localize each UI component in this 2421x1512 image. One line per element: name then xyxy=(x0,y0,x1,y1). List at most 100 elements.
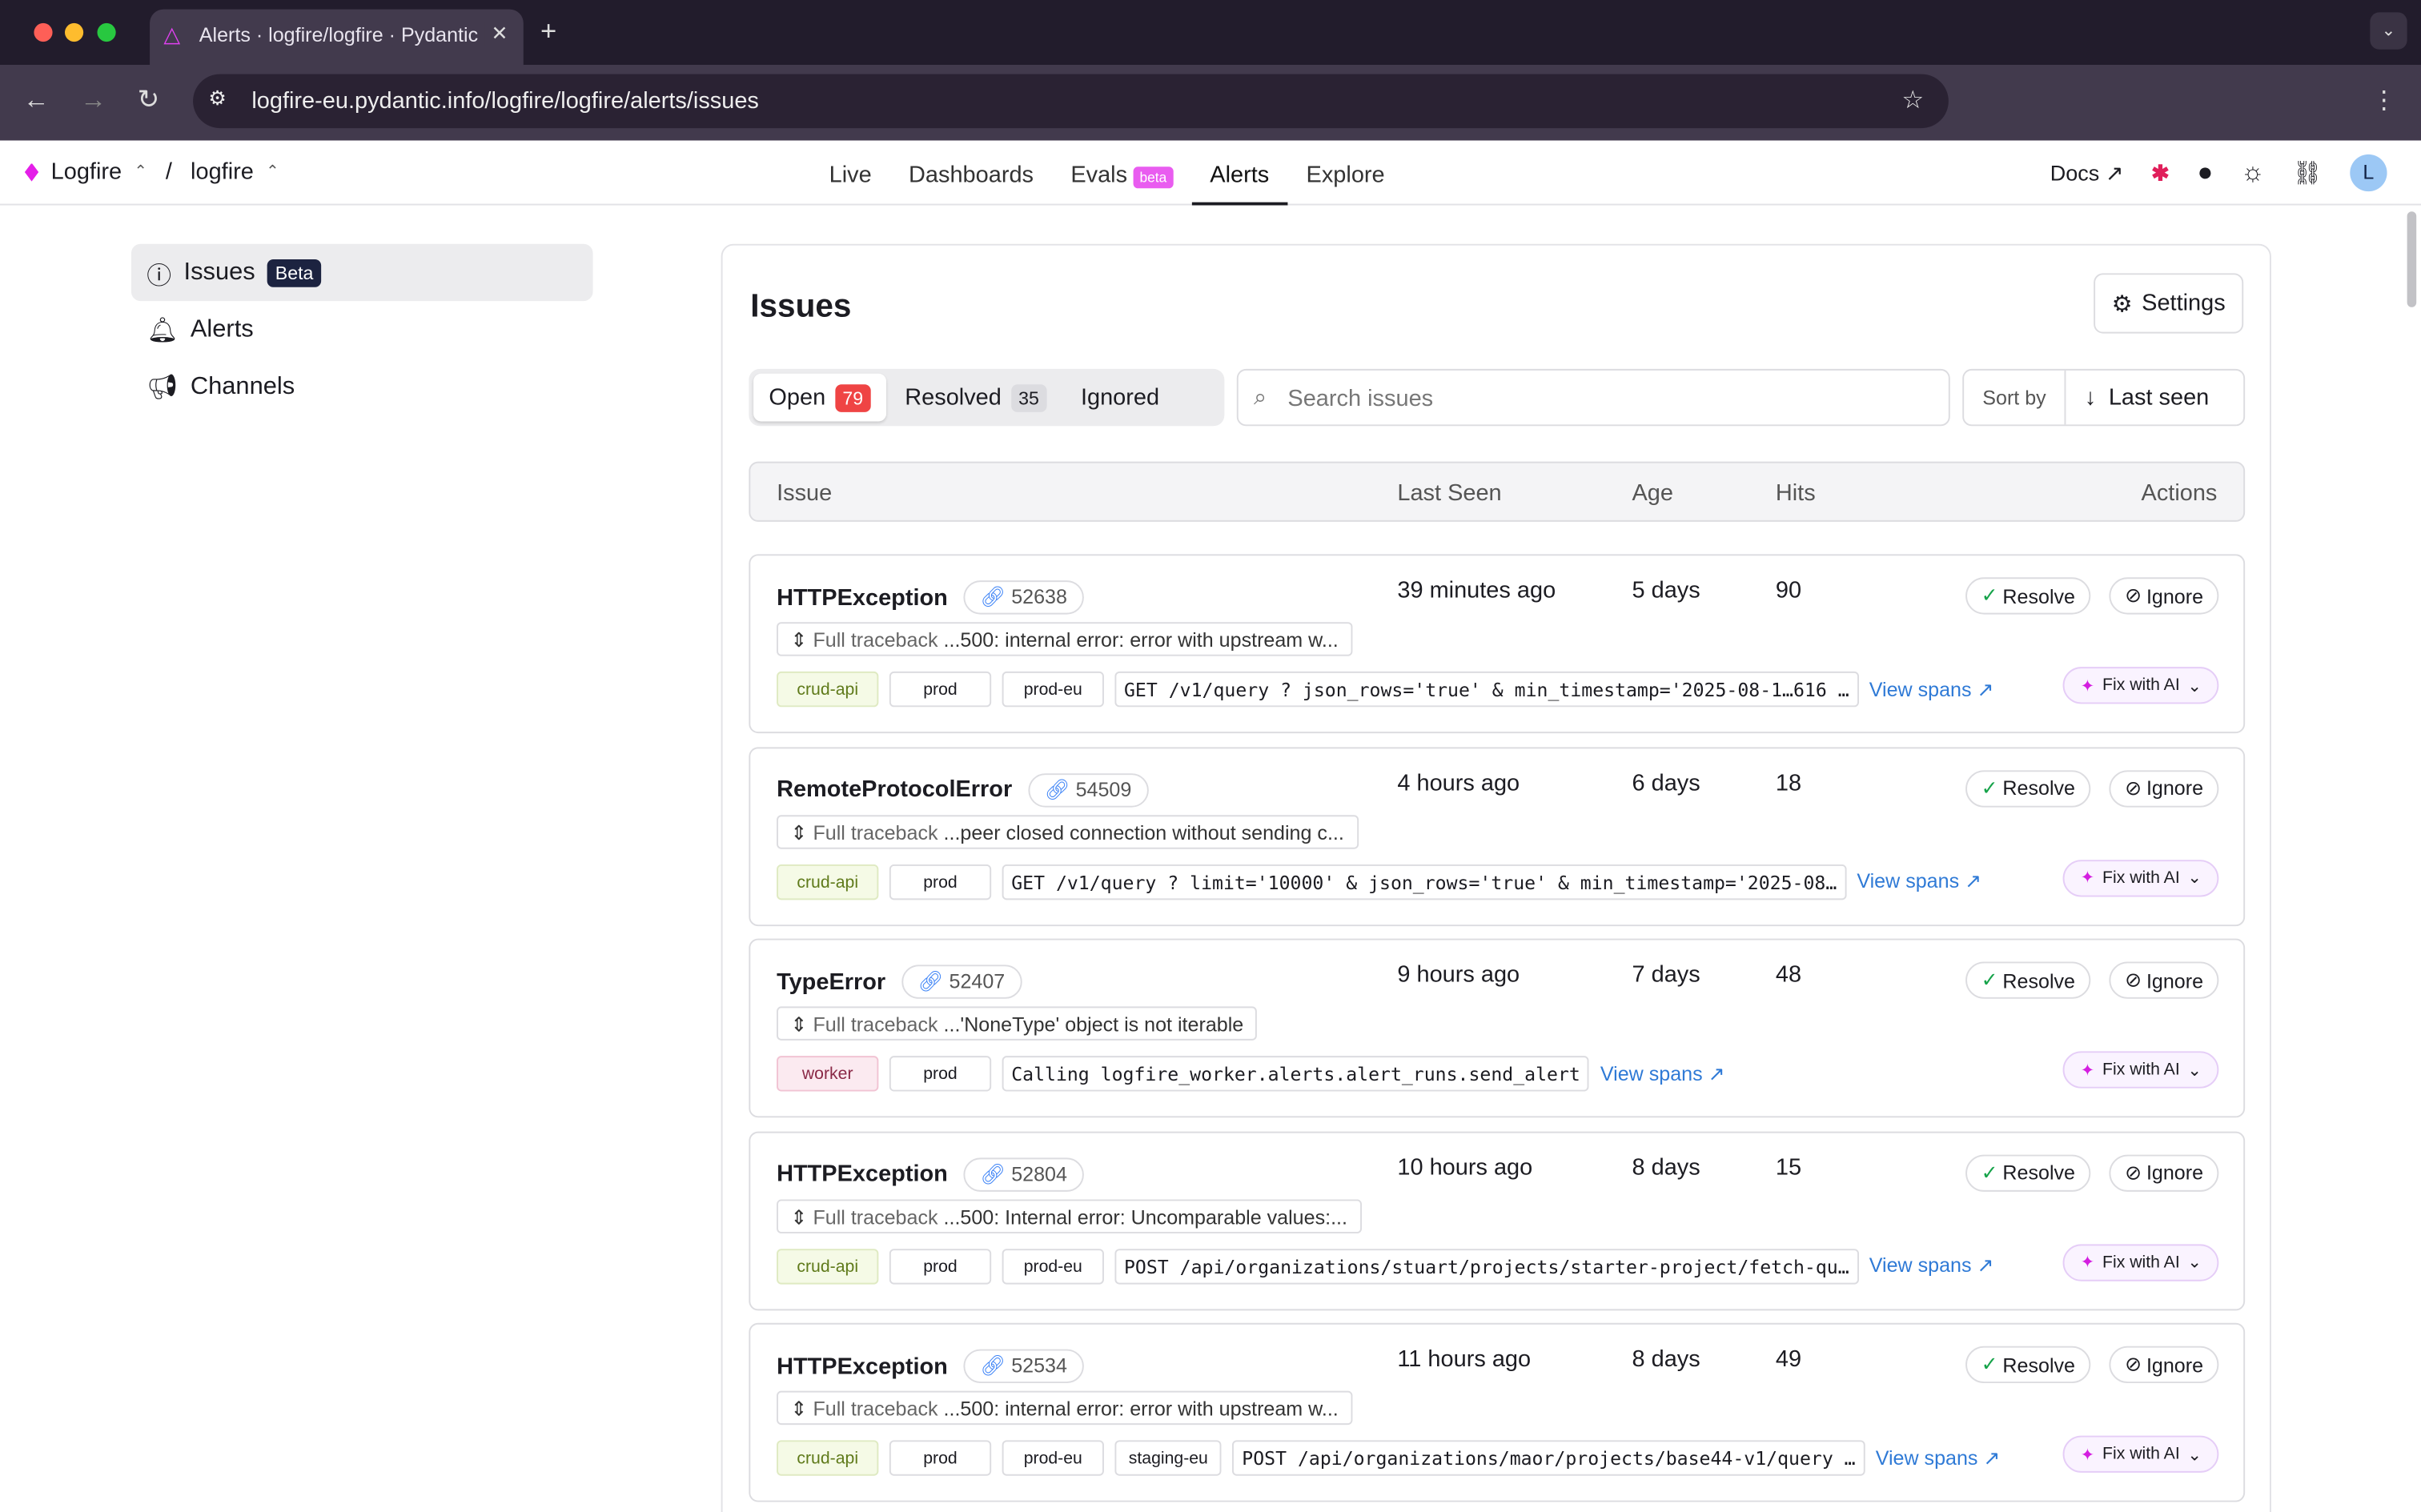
sidebar-item-issues[interactable]: ⓘ Issues Beta xyxy=(130,243,593,302)
tag[interactable]: worker xyxy=(777,1056,879,1092)
issue-name[interactable]: RemoteProtocolError xyxy=(777,776,1013,803)
traceback-toggle[interactable]: ⇕ Full traceback ...peer closed connecti… xyxy=(777,814,1359,848)
tab-open[interactable]: Open 79 xyxy=(753,373,887,422)
last-seen: 39 minutes ago xyxy=(1397,577,1556,604)
issue-row[interactable]: RemoteProtocolError 🔗︎ 54509 ⇕ Full trace… xyxy=(749,746,2246,926)
nav-dashboards[interactable]: Dashboards xyxy=(909,162,1034,189)
ignore-button[interactable]: ⊘ Ignore xyxy=(2109,769,2219,807)
address-bar[interactable]: ⚙ logfire-eu.pydantic.info/logfire/logfir… xyxy=(193,74,1949,129)
resolve-button[interactable]: ✓ Resolve xyxy=(1965,961,2091,999)
maximize-window-button[interactable] xyxy=(97,22,116,42)
github-icon[interactable]: ● xyxy=(2197,157,2214,187)
col-hits[interactable]: Hits xyxy=(1775,479,1816,507)
fix-with-ai-button[interactable]: ✦ Fix with AI ⌄ xyxy=(2063,1051,2219,1089)
tag[interactable]: crud-api xyxy=(777,1248,879,1284)
hits: 90 xyxy=(1775,577,1802,604)
issue-row[interactable]: TypeError 🔗︎ 52407 ⇕ Full traceback ...'N… xyxy=(749,938,2246,1118)
tag[interactable]: prod-eu xyxy=(1002,671,1104,708)
avatar[interactable]: L xyxy=(2350,154,2387,192)
ignore-button[interactable]: ⊘ Ignore xyxy=(2109,1346,2219,1383)
issue-name[interactable]: TypeError xyxy=(777,969,886,995)
traceback-toggle[interactable]: ⇕ Full traceback ...500: Internal error:… xyxy=(777,1198,1362,1233)
tag[interactable]: staging-eu xyxy=(1114,1440,1223,1476)
fix-with-ai-button[interactable]: ✦ Fix with AI ⌄ xyxy=(2063,667,2219,704)
view-spans-link[interactable]: View spans ↗ xyxy=(1869,1253,1994,1277)
theme-toggle-sun-icon[interactable]: ☼ xyxy=(2241,157,2266,187)
issue-id-link[interactable]: 🔗︎ 52638 xyxy=(963,580,1085,615)
close-tab-icon[interactable]: ✕ xyxy=(484,21,508,46)
traceback-toggle[interactable]: ⇕ Full traceback ...500: internal error:… xyxy=(777,622,1353,656)
issue-id-link[interactable]: 🔗︎ 52407 xyxy=(901,965,1022,999)
minimize-window-button[interactable] xyxy=(64,22,84,42)
project-switcher[interactable]: logfire xyxy=(191,158,254,186)
fix-with-ai-button[interactable]: ✦ Fix with AI ⌄ xyxy=(2063,859,2219,896)
resolve-button[interactable]: ✓ Resolve xyxy=(1965,769,2091,807)
sort-select[interactable]: ↓ Last seen xyxy=(2066,371,2228,424)
link-icon[interactable]: ⛓ xyxy=(2292,160,2323,187)
new-tab-icon[interactable]: + xyxy=(540,15,557,46)
ignore-button[interactable]: ⊘ Ignore xyxy=(2109,1153,2219,1191)
fix-with-ai-button[interactable]: ✦ Fix with AI ⌄ xyxy=(2063,1435,2219,1473)
nav-alerts[interactable]: Alerts xyxy=(1191,140,1288,206)
nav-explore[interactable]: Explore xyxy=(1306,162,1385,189)
close-window-button[interactable] xyxy=(34,22,53,42)
view-spans-link[interactable]: View spans ↗ xyxy=(1857,868,1982,892)
issue-row[interactable]: HTTPException 🔗︎ 52804 ⇕ Full traceback .… xyxy=(749,1130,2246,1310)
forward-icon[interactable]: → xyxy=(80,85,107,114)
settings-button[interactable]: ⚙ Settings xyxy=(2094,273,2244,334)
tab-search-button[interactable]: ⌄ xyxy=(2370,12,2407,50)
tab-ignored[interactable]: Ignored xyxy=(1066,374,1175,422)
scrollbar[interactable] xyxy=(2407,211,2417,307)
tag[interactable]: prod xyxy=(889,864,992,900)
resolve-button[interactable]: ✓ Resolve xyxy=(1965,1153,2091,1191)
search-input[interactable]: ⌕ Search issues xyxy=(1236,368,1950,427)
ignore-button[interactable]: ⊘ Ignore xyxy=(2109,577,2219,615)
view-spans-link[interactable]: View spans ↗ xyxy=(1869,676,1994,700)
traceback-toggle[interactable]: ⇕ Full traceback ...'NoneType' object is… xyxy=(777,1006,1258,1041)
issue-id-link[interactable]: 🔗︎ 52804 xyxy=(963,1157,1085,1191)
col-last-seen[interactable]: Last Seen xyxy=(1397,479,1502,507)
slack-icon[interactable]: ✱ xyxy=(2151,159,2170,185)
tag[interactable]: crud-api xyxy=(777,864,879,900)
docs-link[interactable]: Docs ↗ xyxy=(2050,160,2124,186)
tag[interactable]: prod xyxy=(889,671,992,708)
sidebar-item-alerts[interactable]: 🔔︎ Alerts xyxy=(131,301,593,358)
browser-tab[interactable]: △ Alerts · logfire/logfire · Pydantic ✕ xyxy=(150,9,524,65)
docs-label: Docs xyxy=(2050,159,2100,185)
tag[interactable]: prod-eu xyxy=(1002,1440,1104,1476)
sidebar-item-channels[interactable]: 📢︎ Channels xyxy=(131,358,593,415)
sort-control[interactable]: Sort by ↓ Last seen xyxy=(1962,368,2246,427)
issue-row[interactable]: HTTPException 🔗︎ 52638 ⇕ Full traceback .… xyxy=(749,554,2246,734)
issue-id-link[interactable]: 🔗︎ 52534 xyxy=(963,1349,1085,1383)
org-switcher[interactable]: Logfire xyxy=(50,158,122,186)
bookmark-star-icon[interactable]: ☆ xyxy=(1901,87,1924,114)
fix-with-ai-button[interactable]: ✦ Fix with AI ⌄ xyxy=(2063,1243,2219,1281)
tag[interactable]: crud-api xyxy=(777,1440,879,1476)
resolve-button[interactable]: ✓ Resolve xyxy=(1965,577,2091,615)
issue-name[interactable]: HTTPException xyxy=(777,1161,948,1188)
issue-row[interactable]: HTTPException 🔗︎ 52534 ⇕ Full traceback .… xyxy=(749,1322,2246,1502)
browser-menu-icon[interactable]: ⋮ xyxy=(2371,87,2397,114)
issue-name[interactable]: HTTPException xyxy=(777,1353,948,1380)
issue-id-link[interactable]: 🔗︎ 54509 xyxy=(1027,772,1149,807)
issue-name[interactable]: HTTPException xyxy=(777,584,948,611)
tag[interactable]: crud-api xyxy=(777,671,879,708)
view-spans-link[interactable]: View spans ↗ xyxy=(1875,1446,2001,1470)
col-age[interactable]: Age xyxy=(1632,479,1673,507)
ignore-button[interactable]: ⊘ Ignore xyxy=(2109,961,2219,999)
back-icon[interactable]: ← xyxy=(22,85,50,114)
resolve-button[interactable]: ✓ Resolve xyxy=(1965,1346,2091,1383)
tag[interactable]: prod xyxy=(889,1056,992,1092)
site-settings-icon[interactable]: ⚙ xyxy=(208,86,227,110)
tag[interactable]: prod-eu xyxy=(1002,1248,1104,1284)
traceback-toggle[interactable]: ⇕ Full traceback ...500: internal error:… xyxy=(777,1390,1353,1426)
breadcrumb-separator: / xyxy=(165,158,172,186)
tag[interactable]: prod xyxy=(889,1440,992,1476)
view-spans-link[interactable]: View spans ↗ xyxy=(1600,1061,1725,1085)
nav-evals[interactable]: Evals beta xyxy=(1052,140,1191,205)
tag[interactable]: prod xyxy=(889,1248,992,1284)
tab-resolved[interactable]: Resolved 35 xyxy=(889,374,1062,422)
nav-live[interactable]: Live xyxy=(829,162,872,189)
tag-list: crud-api prod prod-eu POST /api/organizatio… xyxy=(777,1248,1994,1284)
reload-icon[interactable]: ↻ xyxy=(137,85,160,114)
